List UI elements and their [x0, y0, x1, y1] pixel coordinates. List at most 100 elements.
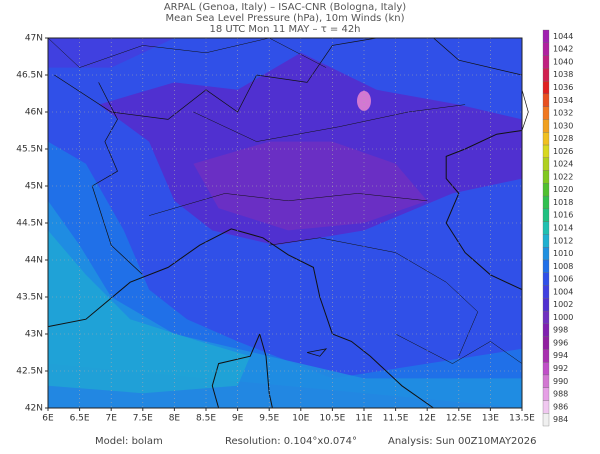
colorbar-label: 1020 — [553, 185, 573, 194]
lat-tick-label: 44.5N — [16, 219, 43, 229]
colorbar-label: 986 — [553, 402, 568, 411]
colorbar-swatch — [542, 323, 550, 337]
pressure-field — [48, 230, 251, 394]
colorbar-swatch — [542, 400, 550, 414]
colorbar-label: 1018 — [553, 198, 573, 207]
colorbar-swatch — [542, 234, 550, 248]
coastline — [47, 37, 327, 68]
map-frame — [47, 37, 523, 409]
lon-tick-label: 8E — [169, 414, 181, 424]
colorbar-label: 1044 — [553, 32, 573, 41]
colorbar-swatch — [542, 259, 550, 273]
map — [47, 37, 529, 409]
colorbar-swatch — [542, 298, 550, 312]
lat-tick-label: 43N — [25, 330, 43, 340]
colorbar-swatch — [542, 310, 550, 324]
colorbar-label: 1030 — [553, 121, 573, 130]
colorbar-label: 1022 — [553, 172, 573, 181]
colorbar-label: 1036 — [553, 83, 573, 92]
footer-model: Model: bolam — [95, 436, 163, 447]
colorbar-label: 1032 — [553, 109, 573, 118]
footer-analysis: Analysis: Sun 00Z10MAY2026 — [388, 436, 537, 447]
coastline — [149, 193, 428, 216]
footer-resolution: Resolution: 0.104°x0.074° — [225, 436, 357, 447]
colorbar-label: 1000 — [553, 313, 573, 322]
lat-tick-label: 47N — [25, 34, 43, 44]
colorbar-label: 1026 — [553, 147, 573, 156]
colorbar-swatch — [542, 68, 550, 82]
colorbar-label: 1006 — [553, 275, 573, 284]
colorbar-label: 994 — [553, 351, 568, 360]
colorbar-swatch — [542, 221, 550, 235]
lon-tick-label: 6E — [42, 414, 54, 424]
header-line: ARPAL (Genoa, Italy) – ISAC-CNR (Bologna… — [164, 2, 406, 13]
coastline — [211, 333, 261, 409]
lon-tick-label: 10E — [292, 414, 309, 424]
colorbar-swatch — [542, 93, 550, 107]
colorbar-swatch — [542, 336, 550, 350]
colorbar-swatch — [542, 183, 550, 197]
colorbar-label: 996 — [553, 338, 568, 347]
coastline — [306, 348, 328, 357]
lon-tick-label: 7.5E — [133, 414, 153, 424]
colorbar-label: 984 — [553, 415, 568, 424]
lon-tick-label: 11E — [355, 414, 372, 424]
colorbar-label: 1008 — [553, 262, 573, 271]
colorbar-swatch — [542, 413, 550, 427]
colorbar-label: 1004 — [553, 287, 573, 296]
colorbar-swatch — [542, 42, 550, 56]
coastline — [259, 333, 273, 409]
header-line: 18 UTC Mon 11 MAY – τ = 42h — [209, 24, 360, 35]
coastline — [269, 237, 479, 357]
lon-tick-label: 7E — [105, 414, 117, 424]
lat-tick-label: 44N — [25, 256, 43, 266]
colorbar-swatch — [542, 208, 550, 222]
coastline — [47, 228, 434, 409]
colorbar-swatch — [542, 29, 550, 43]
lat-tick-label: 46.5N — [16, 71, 43, 81]
lon-tick-label: 10.5E — [320, 414, 346, 424]
lat-tick-label: 43.5N — [16, 293, 43, 303]
colorbar-label: 992 — [553, 364, 568, 373]
colorbar-label: 1010 — [553, 249, 573, 258]
colorbar-label: 1002 — [553, 300, 573, 309]
colorbar-label: 1014 — [553, 224, 573, 233]
colorbar-swatch — [542, 349, 550, 363]
lat-tick-label: 45.5N — [16, 145, 43, 155]
colorbar-swatch — [542, 144, 550, 158]
colorbar-label: 1024 — [553, 160, 573, 169]
colorbar-swatch — [542, 119, 550, 133]
colorbar-label: 1040 — [553, 57, 573, 66]
colorbar-swatch — [542, 80, 550, 95]
colorbar-swatch — [542, 285, 550, 299]
lon-tick-label: 12.5E — [446, 414, 472, 424]
coastline — [91, 82, 144, 276]
colorbar-label: 988 — [553, 390, 568, 399]
colorbar-swatch — [542, 361, 550, 376]
lon-tick-label: 12E — [419, 414, 436, 424]
lon-tick-label: 11.5E — [383, 414, 409, 424]
colorbar-swatch — [542, 170, 550, 184]
lon-tick-label: 9E — [232, 414, 244, 424]
colorbar-label: 1038 — [553, 70, 573, 79]
colorbar-swatch — [542, 247, 550, 261]
lon-tick-label: 13.5E — [509, 414, 535, 424]
lat-tick-label: 42.5N — [16, 367, 43, 377]
colorbar-swatch — [542, 157, 550, 171]
colorbar-swatch — [542, 374, 550, 388]
colorbar-swatch — [542, 106, 550, 120]
pressure-field — [357, 90, 371, 111]
header-line: Mean Sea Level Pressure (hPa), 10m Winds… — [166, 13, 405, 24]
colorbar-label: 1012 — [553, 236, 573, 245]
lon-tick-label: 13E — [482, 414, 499, 424]
pressure-field — [193, 141, 428, 231]
lat-tick-label: 46N — [25, 108, 43, 118]
coastline — [521, 89, 529, 131]
colorbar-label: 1016 — [553, 211, 573, 220]
colorbar-label: 990 — [553, 377, 568, 386]
coastline — [193, 104, 466, 142]
colorbar-label: 998 — [553, 326, 568, 335]
lon-tick-label: 8.5E — [196, 414, 216, 424]
lat-tick-label: 45N — [25, 182, 43, 192]
